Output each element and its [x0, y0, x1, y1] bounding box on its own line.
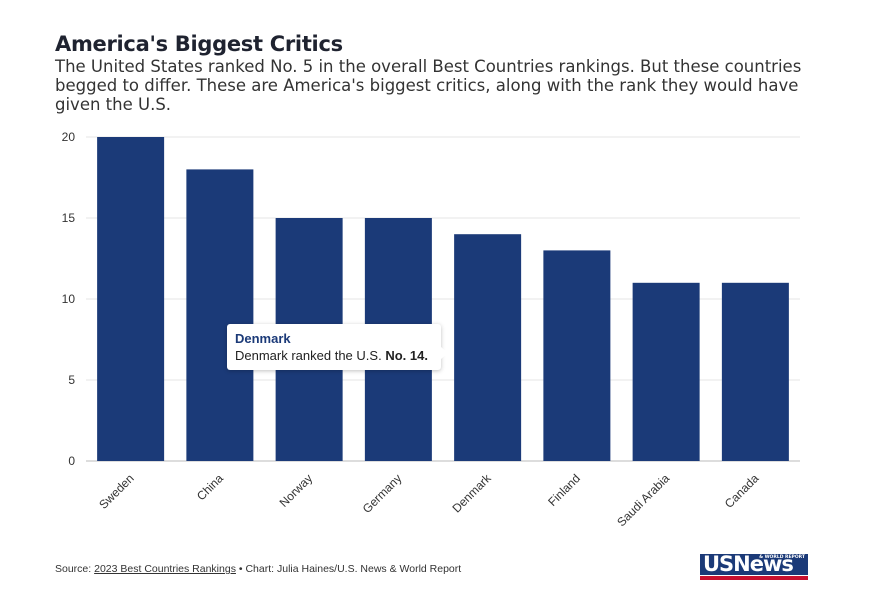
x-tick-label: Germany — [360, 471, 405, 516]
source-link[interactable]: 2023 Best Countries Rankings — [94, 563, 236, 575]
chart-subtitle: The United States ranked No. 5 in the ov… — [55, 57, 802, 114]
chart-credit: • Chart: Julia Haines/U.S. News & World … — [238, 563, 462, 575]
bar-finland[interactable] — [543, 250, 611, 461]
y-tick-label: 10 — [62, 292, 76, 306]
logo-subtext: & WORLD REPORT — [759, 555, 805, 560]
tooltip: Denmark Denmark ranked the U.S. No. 14. — [227, 324, 448, 370]
x-tick-label: Saudi Arabia — [614, 471, 672, 529]
x-tick-label: Norway — [277, 471, 316, 510]
bar-china[interactable] — [186, 169, 254, 461]
y-tick-label: 20 — [62, 130, 76, 144]
bar-saudi-arabia[interactable] — [632, 282, 700, 461]
tooltip-value: No. 14. — [385, 348, 428, 363]
logo-underline — [700, 576, 808, 580]
x-tick-label: Finland — [545, 471, 583, 509]
bar-sweden[interactable] — [97, 137, 165, 461]
footer: Source: 2023 Best Countries Rankings • C… — [55, 563, 461, 575]
x-tick-label: Denmark — [449, 471, 494, 516]
y-tick-label: 0 — [68, 454, 75, 468]
usnews-logo[interactable]: USNews & WORLD REPORT — [700, 552, 808, 581]
y-tick-label: 15 — [62, 211, 76, 225]
x-tick-label: Sweden — [96, 471, 137, 512]
bar-canada[interactable] — [721, 282, 789, 461]
logo-wordmark: USNews — [703, 552, 794, 576]
tooltip-body: Denmark ranked the U.S. No. 14. — [235, 348, 428, 363]
x-tick-label: Canada — [722, 471, 762, 511]
chart-title: America's Biggest Critics — [55, 32, 343, 56]
y-tick-label: 5 — [68, 373, 75, 387]
source-prefix: Source: — [55, 563, 92, 575]
tooltip-title: Denmark — [235, 331, 291, 346]
tooltip-text: Denmark ranked the U.S. — [235, 348, 382, 363]
x-tick-label: China — [194, 471, 226, 503]
bar-denmark[interactable] — [454, 234, 522, 461]
bar-chart: 0 5 10 15 20 Sweden China Norway Germany Denmark… — [62, 130, 800, 529]
logo-box — [700, 554, 808, 575]
